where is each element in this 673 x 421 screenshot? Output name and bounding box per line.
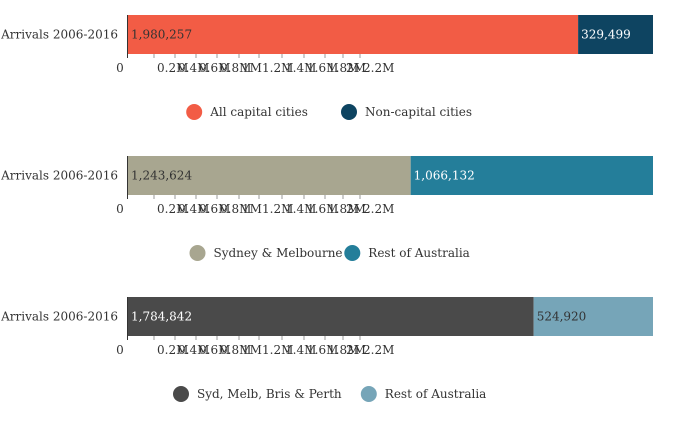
legend-label-2: Rest of Australia	[368, 246, 470, 260]
x-tick-label: 0	[116, 61, 124, 75]
x-tick-label: 1.2M	[262, 343, 293, 357]
legend-label-2: Rest of Australia	[385, 387, 487, 401]
x-tick-label: 0.4M	[178, 202, 209, 216]
x-tick-label: 0	[116, 343, 124, 357]
x-tick-label: 1.8M	[328, 202, 359, 216]
x-tick-label: 2M	[346, 61, 366, 75]
data-label-1: 1,784,842	[131, 310, 192, 324]
data-label-2: 1,066,132	[414, 169, 475, 183]
legend-label-1: Sydney & Melbourne	[214, 246, 343, 260]
x-tick-label: 2M	[346, 202, 366, 216]
x-tick-label: 0.2M	[157, 202, 188, 216]
bar-segment-2	[410, 156, 653, 195]
x-tick-label: 2M	[346, 343, 366, 357]
x-tick-label: 1.8M	[328, 343, 359, 357]
x-tick-label: 1.2M	[262, 202, 293, 216]
legend-swatch-1	[189, 245, 206, 261]
x-tick-label: 1.6M	[307, 343, 338, 357]
x-tick-label: 2.2M	[363, 61, 394, 75]
bar-segment-1	[128, 297, 534, 336]
x-tick-label: 1M	[242, 202, 262, 216]
x-tick-label: 0	[116, 202, 124, 216]
legend-swatch-2	[360, 386, 377, 402]
bar-segment-2	[578, 15, 653, 54]
data-label-2: 329,499	[581, 28, 631, 42]
legend-swatch-1	[186, 104, 203, 120]
x-tick-label: 0.6M	[199, 202, 230, 216]
x-tick-label: 1.8M	[328, 61, 359, 75]
legend-swatch-1	[173, 386, 189, 402]
legend-label-1: All capital cities	[209, 105, 308, 119]
x-tick-label: 0.8M	[220, 343, 251, 357]
data-label-1: 1,243,624	[131, 169, 192, 183]
x-tick-label: 0.2M	[157, 343, 188, 357]
bar-segment-1	[128, 156, 411, 195]
x-tick-label: 0.6M	[199, 343, 230, 357]
bar-segment-2	[533, 297, 653, 336]
x-tick-label: 2.2M	[363, 202, 394, 216]
x-tick-label: 1.4M	[285, 202, 316, 216]
chart-panel-2: Arrivals 2006-2016 1,243,624 1,066,132 0 0.2…	[0, 156, 653, 261]
bar-segment-1	[128, 15, 579, 54]
x-tick-label: 0.8M	[220, 61, 251, 75]
x-tick-label: 1.6M	[307, 61, 338, 75]
x-tick-label: 1.2M	[262, 61, 293, 75]
x-tick-label: 0.4M	[178, 343, 209, 357]
legend-swatch-2	[344, 245, 361, 261]
category-label: Arrivals 2006-2016	[0, 169, 118, 183]
data-label-1: 1,980,257	[131, 28, 192, 42]
data-label-2: 524,920	[537, 310, 587, 324]
x-tick-label: 0.6M	[199, 61, 230, 75]
x-tick-label: 1M	[242, 61, 262, 75]
x-tick-label: 1.6M	[307, 202, 338, 216]
legend-label-2: Non-capital cities	[365, 105, 472, 119]
x-tick-label: 1.4M	[285, 343, 316, 357]
legend-label-1: Syd, Melb, Bris & Perth	[197, 387, 342, 401]
x-tick-label: 2.2M	[363, 343, 394, 357]
category-label: Arrivals 2006-2016	[0, 28, 118, 42]
x-tick-label: 1M	[242, 343, 262, 357]
category-label: Arrivals 2006-2016	[0, 310, 118, 324]
x-tick-label: 0.8M	[220, 202, 251, 216]
x-tick-label: 0.2M	[157, 61, 188, 75]
legend-swatch-2	[341, 104, 357, 120]
x-tick-label: 1.4M	[285, 61, 316, 75]
x-tick-label: 0.4M	[178, 61, 209, 75]
